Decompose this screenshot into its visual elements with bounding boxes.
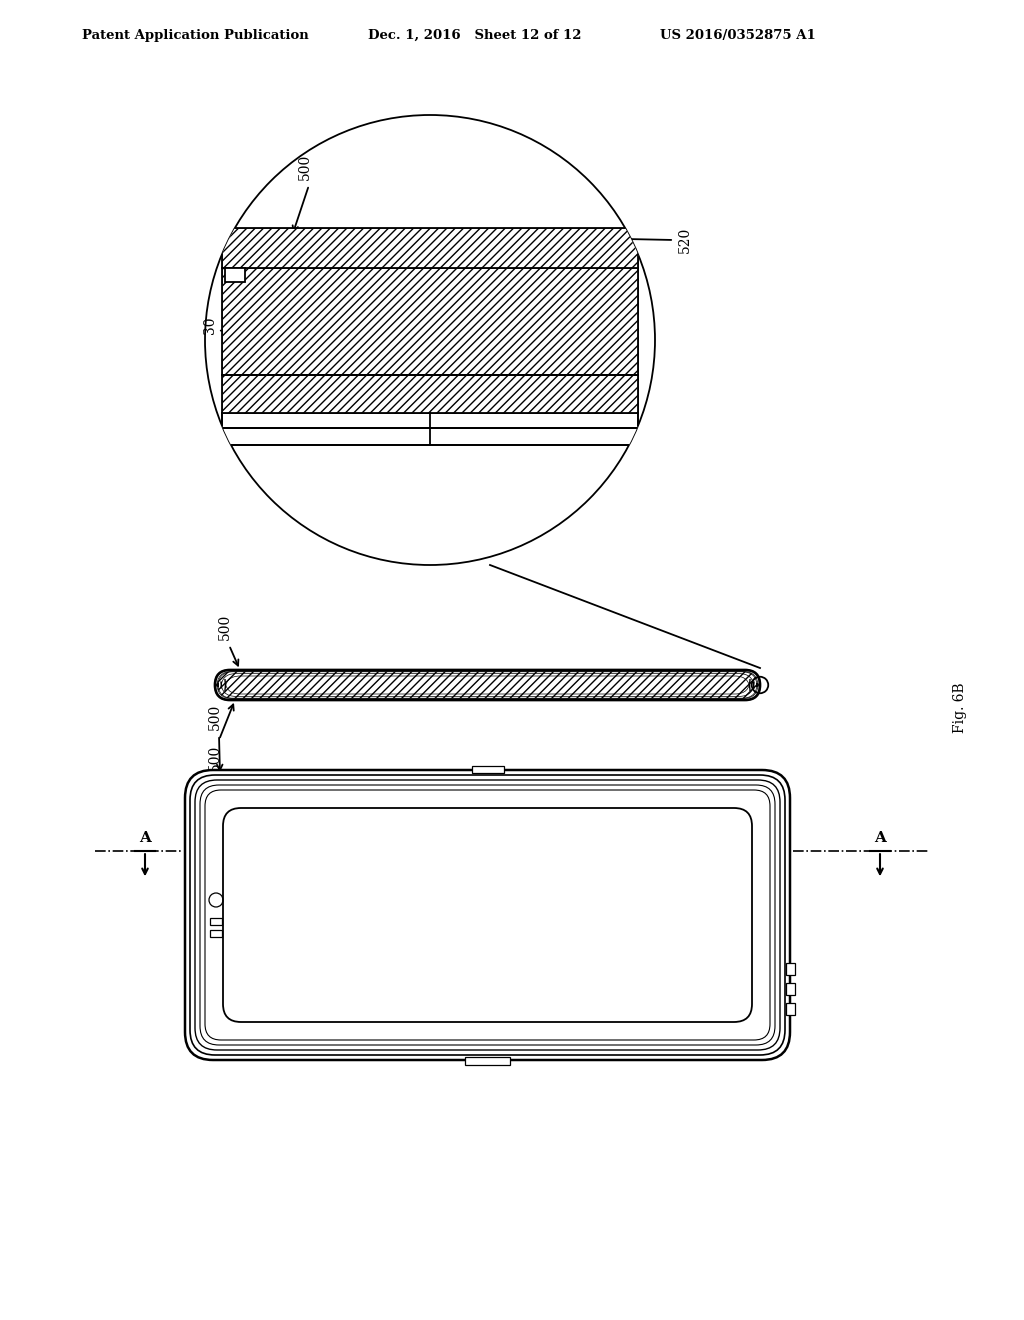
Text: 500: 500 [218,614,232,640]
Text: Patent Application Publication: Patent Application Publication [82,29,309,41]
Bar [222,375,638,413]
Text: 520: 520 [678,227,692,253]
FancyBboxPatch shape [195,780,780,1049]
Text: 500: 500 [208,704,222,730]
Bar [210,917,222,925]
Bar [471,766,504,774]
FancyBboxPatch shape [223,808,752,1022]
Bar [222,268,638,375]
Text: 500: 500 [298,153,312,180]
Bar [222,428,638,445]
FancyBboxPatch shape [215,671,760,700]
Bar [465,1057,510,1065]
FancyBboxPatch shape [205,789,770,1040]
Text: US 2016/0352875 A1: US 2016/0352875 A1 [660,29,816,41]
Text: 500: 500 [208,744,222,771]
Bar [225,268,245,282]
Bar [786,964,795,975]
FancyBboxPatch shape [200,785,775,1045]
FancyBboxPatch shape [185,770,790,1060]
Bar [222,413,638,428]
Bar [786,1003,795,1015]
Bar [210,931,222,937]
Bar [222,228,638,268]
FancyBboxPatch shape [190,775,785,1055]
Text: Fig. 6B: Fig. 6B [953,682,967,733]
Bar [786,983,795,995]
Text: Dec. 1, 2016   Sheet 12 of 12: Dec. 1, 2016 Sheet 12 of 12 [368,29,582,41]
Text: A: A [139,832,151,845]
Text: A: A [874,832,886,845]
Text: 30: 30 [203,317,217,334]
